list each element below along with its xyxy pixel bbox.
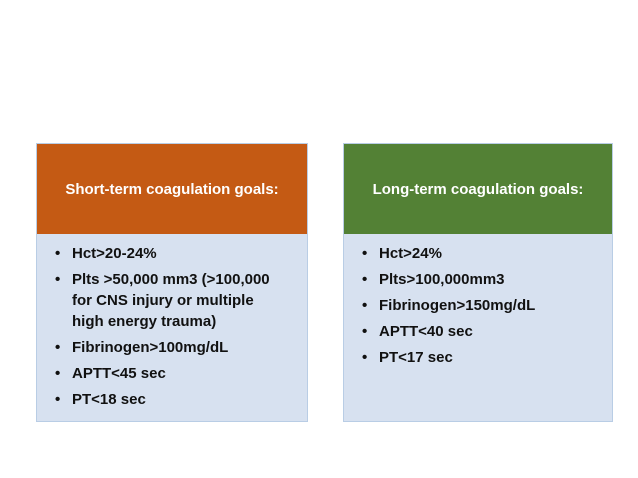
bullet-icon: • [55,339,61,356]
goal-item-text: APTT<40 sec [379,323,473,340]
goal-item-text: Fibrinogen>150mg/dL [379,297,536,314]
goal-item-text: Hct>20-24% [72,245,157,262]
goal-item-text: Plts >50,000 mm3 (>100,000 for CNS injur… [72,271,270,330]
bullet-icon: • [362,297,368,314]
bullet-icon: • [362,245,368,262]
goal-item-text: PT<17 sec [379,349,453,366]
goal-item: • PT<18 sec [55,389,299,410]
short-term-goals-box: Short-term coagulation goals: • Hct>20-2… [36,143,308,422]
goal-item-text: PT<18 sec [72,391,146,408]
short-term-goals-body: • Hct>20-24% • Plts >50,000 mm3 (>100,00… [37,234,307,421]
bullet-icon: • [55,365,61,382]
bullet-icon: • [55,271,61,288]
bullet-icon: • [362,271,368,288]
short-term-goals-header: Short-term coagulation goals: [37,144,307,234]
goal-item: • Fibrinogen>100mg/dL [55,337,299,358]
goal-item-text: Plts>100,000mm3 [379,271,505,288]
long-term-goals-header: Long-term coagulation goals: [344,144,612,234]
bullet-icon: • [362,323,368,340]
goal-item: • Plts>100,000mm3 [362,269,604,290]
goal-item: • Fibrinogen>150mg/dL [362,295,604,316]
goal-item-text: Hct>24% [379,245,442,262]
goal-item: • Plts >50,000 mm3 (>100,000 for CNS inj… [55,269,299,332]
goal-item-text: Fibrinogen>100mg/dL [72,339,229,356]
long-term-goals-body: • Hct>24% • Plts>100,000mm3 • Fibrinogen… [344,234,612,421]
long-term-goals-box: Long-term coagulation goals: • Hct>24% •… [343,143,613,422]
bullet-icon: • [362,349,368,366]
short-term-goal-list: • Hct>20-24% • Plts >50,000 mm3 (>100,00… [55,243,299,410]
goal-item-text: APTT<45 sec [72,365,166,382]
bullet-icon: • [55,245,61,262]
goal-item: • PT<17 sec [362,347,604,368]
goal-item: • APTT<40 sec [362,321,604,342]
bullet-icon: • [55,391,61,408]
goal-item: • Hct>20-24% [55,243,299,264]
goal-item: • Hct>24% [362,243,604,264]
goal-item: • APTT<45 sec [55,363,299,384]
long-term-goal-list: • Hct>24% • Plts>100,000mm3 • Fibrinogen… [362,243,604,368]
